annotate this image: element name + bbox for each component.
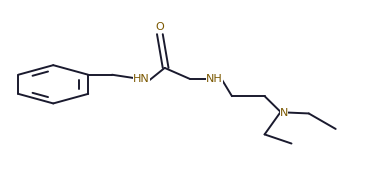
Text: NH: NH bbox=[206, 74, 223, 84]
Text: N: N bbox=[279, 108, 288, 118]
Text: HN: HN bbox=[133, 74, 150, 84]
Text: O: O bbox=[155, 22, 164, 32]
